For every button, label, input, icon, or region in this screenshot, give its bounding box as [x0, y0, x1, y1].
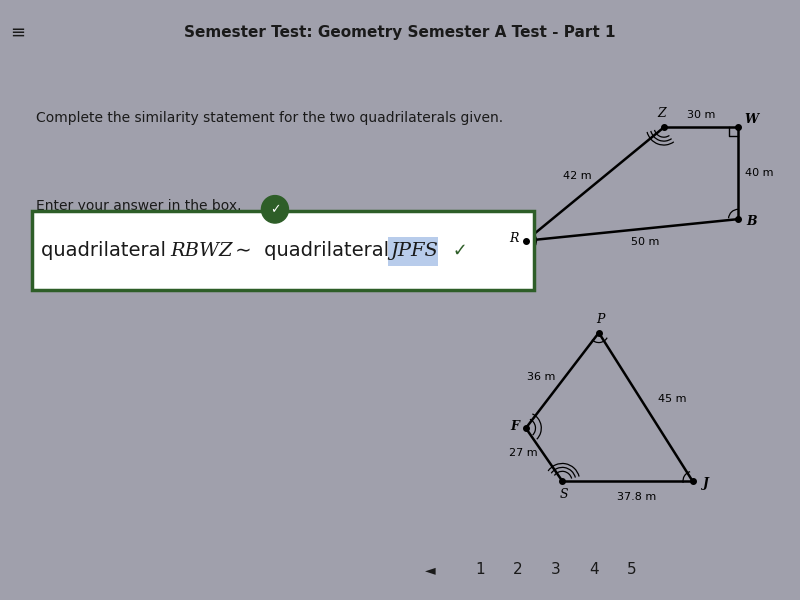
Text: 37.8 m: 37.8 m: [618, 492, 657, 502]
Text: ∼  quadrilateral: ∼ quadrilateral: [229, 241, 395, 260]
Text: F: F: [510, 419, 518, 433]
Text: 30 m: 30 m: [687, 110, 715, 119]
Text: quadrilateral: quadrilateral: [42, 241, 173, 260]
Bar: [32, 211, 534, 290]
Text: 27 m: 27 m: [509, 448, 537, 458]
Text: JPFS: JPFS: [390, 242, 438, 260]
Text: 3: 3: [551, 563, 561, 577]
Text: J: J: [703, 476, 709, 490]
Text: 5: 5: [627, 563, 637, 577]
Text: 45 m: 45 m: [658, 394, 687, 404]
Text: ✓: ✓: [446, 242, 467, 260]
Text: 40 m: 40 m: [745, 168, 774, 178]
Text: R: R: [510, 232, 519, 245]
Text: Enter your answer in the box.: Enter your answer in the box.: [36, 199, 241, 214]
Text: ✓: ✓: [270, 203, 280, 216]
Text: B: B: [746, 215, 757, 227]
Text: ◄: ◄: [425, 563, 435, 577]
Text: 36 m: 36 m: [527, 371, 555, 382]
Text: Semester Test: Geometry Semester A Test - Part 1: Semester Test: Geometry Semester A Test …: [184, 25, 616, 40]
Text: RBWZ: RBWZ: [170, 242, 234, 260]
Text: W: W: [745, 113, 758, 126]
Text: 42 m: 42 m: [563, 171, 592, 181]
Text: 1: 1: [475, 563, 485, 577]
Text: 50 m: 50 m: [631, 236, 660, 247]
Text: 2: 2: [513, 563, 523, 577]
Circle shape: [262, 196, 289, 223]
Text: P: P: [597, 313, 605, 326]
Text: S: S: [560, 488, 569, 502]
Text: Complete the similarity statement for the two quadrilaterals given.: Complete the similarity statement for th…: [36, 111, 502, 125]
Bar: [388, 237, 438, 266]
Text: ≡: ≡: [10, 24, 25, 42]
Text: Z: Z: [658, 107, 666, 120]
Text: 4: 4: [589, 563, 599, 577]
